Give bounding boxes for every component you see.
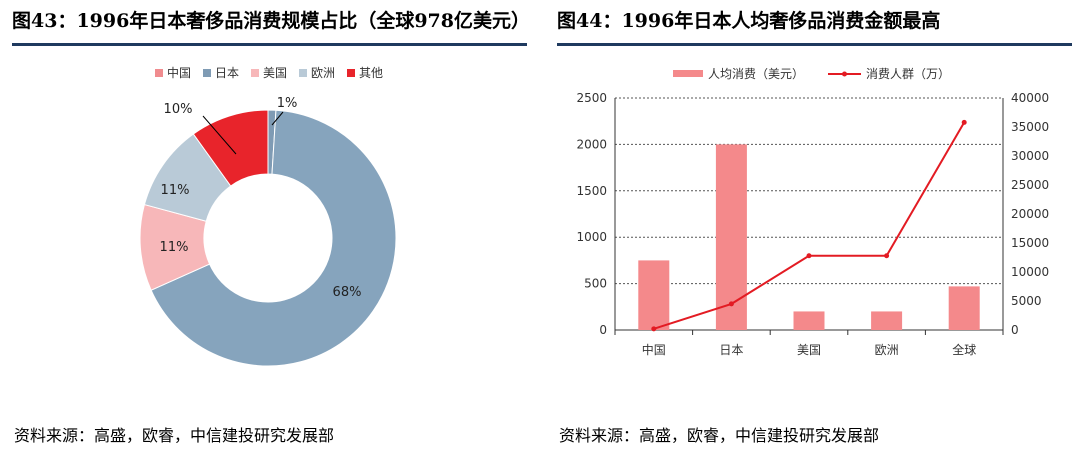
combo-title-rule [557, 43, 1072, 46]
y2-tick-label-0: 0 [1011, 323, 1019, 337]
y-tick-label-5: 2500 [576, 91, 607, 105]
y2-tick-label-4: 20000 [1011, 207, 1049, 221]
donut-label-3: 11% [161, 183, 190, 198]
legend-label-line: 消费人群（万） [866, 67, 950, 81]
y2-tick-label-7: 35000 [1011, 120, 1049, 134]
legend-label-1: 日本 [215, 66, 239, 80]
donut-label-0: 1% [277, 96, 298, 111]
donut-slice-1 [150, 109, 397, 367]
x-tick-label-2: 美国 [797, 343, 821, 357]
donut-label-4: 10% [164, 102, 193, 117]
donut-label-2: 11% [160, 240, 189, 255]
legend-label-bar: 人均消费（美元） [708, 67, 804, 81]
legend-swatch-0 [155, 69, 163, 77]
bar-0 [638, 260, 670, 330]
legend-label-3: 欧洲 [311, 66, 335, 80]
bar-4 [948, 286, 980, 330]
y2-tick-label-8: 40000 [1011, 91, 1049, 105]
combo-figure-title: 图44：1996年日本人均奢侈品消费金额最高 [557, 10, 941, 32]
line-point-3 [884, 253, 890, 259]
combo-source-note: 资料来源：高盛，欧睿，中信建投研究发展部 [559, 426, 880, 445]
line-point-0 [651, 326, 657, 332]
legend-swatch-bar [673, 70, 703, 77]
pie-title-rule [12, 43, 527, 46]
y2-tick-label-2: 10000 [1011, 265, 1049, 279]
pie-figure-title: 图43：1996年日本奢侈品消费规模占比（全球978亿美元） [12, 10, 530, 32]
line-point-4 [961, 119, 967, 125]
bar-1 [715, 144, 747, 330]
legend-label-2: 美国 [263, 66, 287, 80]
y-tick-label-2: 1000 [576, 230, 607, 244]
combo-panel: 图44：1996年日本人均奢侈品消费金额最高 人均消费（美元） 消费人群（万） 0 5… [545, 0, 1080, 462]
y-tick-label-1: 500 [584, 277, 607, 291]
legend-swatch-4 [347, 69, 355, 77]
y2-tick-label-3: 15000 [1011, 236, 1049, 250]
legend-swatch-2 [251, 69, 259, 77]
y-tick-label-0: 0 [599, 323, 607, 337]
legend-label-0: 中国 [167, 65, 191, 80]
x-tick-label-0: 中国 [642, 342, 666, 357]
y2-tick-label-1: 5000 [1011, 294, 1042, 308]
y2-tick-label-5: 25000 [1011, 178, 1049, 192]
x-tick-label-4: 全球 [952, 342, 976, 357]
legend-swatch-1 [203, 69, 211, 77]
line-series [653, 121, 966, 330]
x-tick-label-1: 日本 [719, 343, 743, 357]
line-point-1 [728, 301, 734, 307]
bar-3 [871, 311, 903, 330]
line-point-2 [806, 253, 812, 259]
donut-label-1: 68% [333, 285, 362, 300]
bar-2 [793, 311, 825, 330]
pie-source-note: 资料来源：高盛，欧睿，中信建投研究发展部 [14, 426, 335, 445]
donut-leader-0 [271, 111, 284, 126]
legend-label-4: 其他 [359, 66, 383, 80]
pie-chart: 中国 日本 美国 欧洲 其他 1% 68% 11% 11% 10% [139, 65, 397, 367]
y-tick-label-4: 2000 [576, 137, 607, 151]
bar-line-chart: 人均消费（美元） 消费人群（万）0500100015002000250005000… [576, 67, 1049, 357]
y-tick-label-3: 1500 [576, 184, 607, 198]
legend-swatch-3 [299, 69, 307, 77]
x-tick-label-3: 欧洲 [875, 343, 899, 357]
y2-tick-label-6: 30000 [1011, 149, 1049, 163]
donut-leader-4 [202, 115, 237, 155]
pie-panel: 图43：1996年日本奢侈品消费规模占比（全球978亿美元） 中国 日本 美国 欧洲 其… [0, 0, 535, 462]
legend-marker-line [842, 71, 847, 77]
